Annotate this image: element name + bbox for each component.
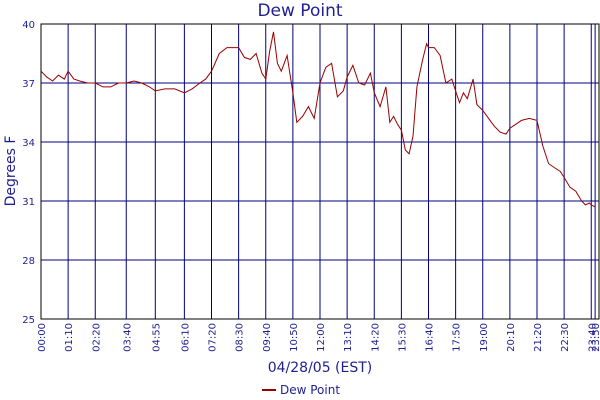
x-tick-label: 02:20 bbox=[91, 323, 102, 352]
y-tick-label: 25 bbox=[22, 315, 35, 326]
x-axis-label: 04/28/05 (EST) bbox=[268, 360, 373, 376]
y-tick-label: 31 bbox=[22, 197, 35, 208]
x-tick-label: 13:10 bbox=[343, 323, 354, 352]
y-tick-label: 40 bbox=[22, 20, 35, 31]
x-tick-label: 01:10 bbox=[64, 323, 75, 352]
legend-label: Dew Point bbox=[280, 383, 340, 397]
x-tick-label: 20:10 bbox=[506, 323, 517, 352]
x-tick-label: 03:40 bbox=[122, 323, 133, 352]
y-tick-label: 34 bbox=[22, 138, 35, 149]
y-tick-label: 37 bbox=[22, 79, 35, 90]
grid-lines bbox=[40, 23, 599, 320]
x-tick-label: 23:40 bbox=[587, 323, 598, 352]
y-axis-label: Degrees F bbox=[3, 136, 19, 207]
x-tick-label: 10:50 bbox=[289, 323, 300, 352]
chart-title: Dew Point bbox=[257, 1, 343, 21]
x-axis-ticks: 00:00 01:10 02:20 03:40 04:55 06:10 07:20 08:30… bbox=[37, 323, 600, 352]
x-tick-label: 07:20 bbox=[208, 323, 219, 352]
x-tick-label: 04:55 bbox=[151, 323, 162, 352]
x-tick-label: 22:30 bbox=[560, 323, 571, 352]
x-tick-label: 06:10 bbox=[180, 323, 191, 352]
x-tick-label: 14:20 bbox=[370, 323, 381, 352]
x-tick-label: 23:50 bbox=[591, 323, 600, 352]
x-tick-label: 19:00 bbox=[479, 323, 490, 352]
dew-point-series-line bbox=[40, 31, 596, 208]
x-tick-label: 16:40 bbox=[425, 323, 436, 352]
x-tick-label: 15:30 bbox=[397, 323, 408, 352]
y-tick-label: 28 bbox=[22, 256, 35, 267]
plot-frame bbox=[40, 23, 600, 320]
x-tick-label: 12:00 bbox=[316, 323, 327, 352]
x-tick-label: 00:00 bbox=[37, 323, 48, 352]
y-axis-ticks: 25 28 31 34 37 40 bbox=[22, 20, 35, 326]
x-tick-label: 17:50 bbox=[452, 323, 463, 352]
x-tick-label: 08:30 bbox=[235, 323, 246, 352]
x-tick-label: 09:40 bbox=[262, 323, 273, 352]
x-tick-label: 21:20 bbox=[533, 323, 544, 352]
legend: Dew Point bbox=[262, 383, 340, 397]
